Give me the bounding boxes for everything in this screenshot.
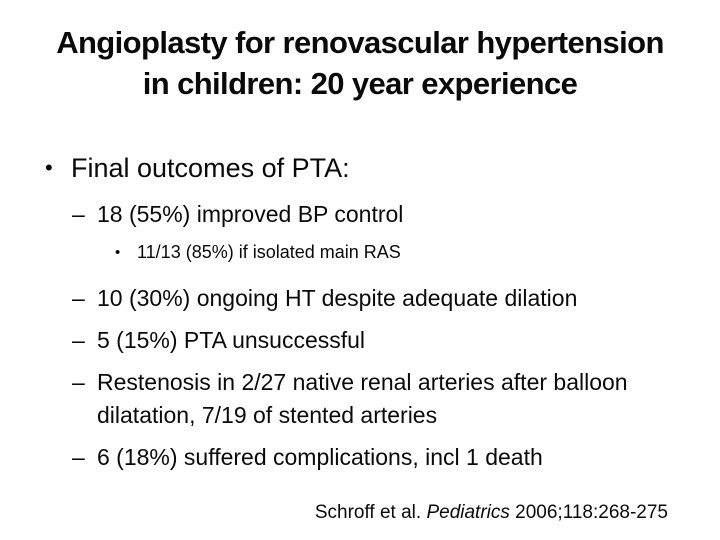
bullet-item-ongoing-ht: – 10 (30%) ongoing HT despite adequate d… bbox=[72, 282, 675, 314]
slide-title: Angioplasty for renovascular hypertensio… bbox=[18, 22, 702, 104]
citation: Schroff et al. Pediatrics 2006;118:268-2… bbox=[315, 502, 668, 524]
dash-marker: – bbox=[72, 201, 85, 228]
bullet-marker: • bbox=[45, 155, 53, 180]
bullet-item-restenosis: – Restenosis in 2/27 native renal arteri… bbox=[72, 366, 675, 430]
title-line-1: Angioplasty for renovascular hypertensio… bbox=[56, 25, 664, 60]
bullet-text: 11/13 (85%) if isolated main RAS bbox=[137, 241, 401, 262]
dash-marker: – bbox=[72, 443, 85, 470]
dash-marker: – bbox=[72, 284, 85, 311]
citation-volume-pages: 2006;118:268-275 bbox=[509, 502, 668, 523]
title-line-2: in children: 20 year experience bbox=[142, 66, 578, 102]
bullet-marker: • bbox=[115, 243, 121, 261]
bullet-list: • Final outcomes of PTA: – 18 (55%) impr… bbox=[45, 152, 675, 483]
bullet-text: 5 (15%) PTA unsuccessful bbox=[97, 327, 366, 354]
bullet-text: 18 (55%) improved BP control bbox=[97, 201, 404, 228]
citation-authors: Schroff et al. bbox=[314, 502, 427, 523]
bullet-text: 10 (30%) ongoing HT despite adequate dil… bbox=[97, 284, 578, 311]
bullet-item-isolated-main-ras: • 11/13 (85%) if isolated main RAS bbox=[115, 241, 675, 264]
dash-marker: – bbox=[72, 369, 85, 396]
bullet-item-improved-bp: – 18 (55%) improved BP control bbox=[72, 198, 675, 230]
bullet-item-final-outcomes: • Final outcomes of PTA: bbox=[45, 152, 675, 184]
citation-journal: Pediatrics bbox=[426, 502, 510, 523]
bullet-text: Restenosis in 2/27 native renal arteries… bbox=[97, 369, 628, 428]
bullet-item-pta-unsuccessful: – 5 (15%) PTA unsuccessful bbox=[72, 324, 675, 356]
bullet-text: 6 (18%) suffered complications, incl 1 d… bbox=[97, 443, 543, 470]
bullet-item-complications: – 6 (18%) suffered complications, incl 1… bbox=[72, 441, 675, 473]
dash-marker: – bbox=[72, 327, 85, 354]
bullet-text: Final outcomes of PTA: bbox=[71, 153, 350, 183]
